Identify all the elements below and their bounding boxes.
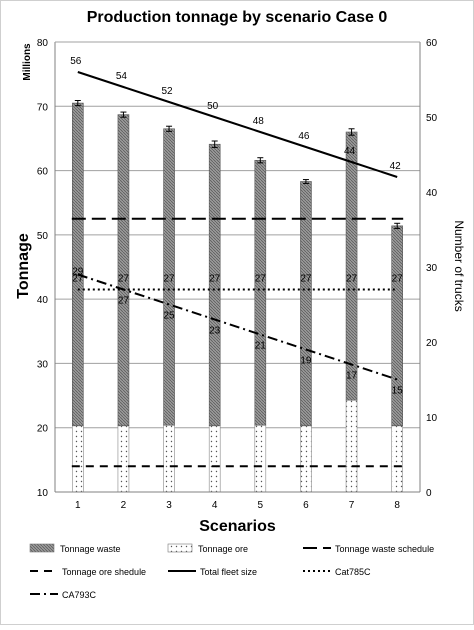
waste-bar (345, 131, 358, 401)
y-tick-label: 40 (37, 295, 49, 306)
line-data-label: 27 (255, 274, 267, 285)
y2-tick-label: 10 (426, 413, 438, 424)
x-tick-label: 5 (258, 500, 264, 511)
y-tick-label: 60 (37, 167, 49, 178)
line-data-label: 54 (116, 71, 128, 82)
line-data-label: 27 (118, 296, 130, 307)
x-tick-label: 8 (394, 500, 400, 511)
y-axis-title: Tonnage (15, 233, 32, 299)
line-data-label: 42 (390, 161, 402, 172)
line-data-label: 27 (72, 274, 84, 285)
ore-bar (163, 424, 175, 493)
y2-tick-label: 50 (426, 113, 438, 124)
line-data-label: 27 (346, 274, 358, 285)
y2-tick-label: 20 (426, 338, 438, 349)
line-data-label: 46 (298, 131, 310, 142)
y2-tick-label: 30 (426, 263, 438, 274)
line-data-label: 27 (300, 274, 312, 285)
x-tick-label: 6 (303, 500, 309, 511)
y-tick-label: 70 (37, 102, 49, 113)
legend-label: Tonnage ore (198, 544, 248, 554)
line-data-label: 19 (300, 356, 312, 367)
y-tick-label: 10 (37, 488, 49, 499)
legend-label: Tonnage waste schedule (335, 544, 434, 554)
ore-bar (208, 425, 221, 493)
x-axis-title: Scenarios (199, 518, 276, 535)
legend-label: Tonnage ore shedule (62, 567, 146, 577)
waste-bar (72, 102, 84, 427)
y2-axis-title: Number of trucks (452, 220, 466, 311)
legend-item: CA793C (30, 590, 97, 600)
chart-title: Production tonnage by scenario Case 0 (87, 9, 388, 26)
ore-bar (345, 399, 358, 493)
line-data-label: 52 (162, 86, 174, 97)
line-data-label: 17 (346, 371, 358, 382)
legend-item: Total fleet size (168, 567, 257, 577)
line-data-label: 25 (164, 311, 176, 322)
ore-bar (117, 425, 130, 493)
line-data-label: 27 (118, 274, 130, 285)
legend-swatch (167, 543, 193, 553)
ore-bar (391, 425, 403, 493)
line-data-label: 27 (164, 274, 176, 285)
waste-bar (117, 114, 130, 427)
legend-item: Tonnage waste (29, 543, 121, 554)
line-data-label: 50 (207, 101, 219, 112)
legend-item: Tonnage ore shedule (30, 567, 146, 577)
y-tick-label: 50 (37, 231, 49, 242)
ore-bar (72, 425, 84, 493)
x-tick-label: 3 (166, 500, 172, 511)
legend-item: Cat785C (303, 567, 371, 577)
x-tick-label: 7 (349, 500, 355, 511)
y2-tick-label: 60 (426, 38, 438, 49)
y-axis-unit: Millions (22, 43, 33, 81)
y-tick-label: 30 (37, 359, 49, 370)
legend-item: Tonnage waste schedule (303, 544, 434, 554)
legend-label: CA793C (62, 590, 97, 600)
waste-bar (208, 143, 221, 427)
line-data-label: 27 (209, 274, 221, 285)
line-data-label: 29 (72, 267, 84, 278)
y2-tick-label: 40 (426, 188, 438, 199)
line-series (77, 71, 398, 178)
x-tick-label: 1 (75, 500, 81, 511)
ore-bar (254, 424, 267, 493)
ore-bar (300, 425, 312, 493)
legend-swatch (29, 543, 55, 553)
line-data-label: 27 (392, 274, 404, 285)
legend-label: Tonnage waste (60, 544, 121, 554)
legend-label: Cat785C (335, 567, 371, 577)
line-data-label: 56 (70, 56, 82, 67)
x-tick-label: 2 (121, 500, 127, 511)
y-tick-label: 80 (37, 38, 49, 49)
y-tick-label: 20 (37, 424, 49, 435)
line-series (77, 273, 398, 381)
waste-bar (254, 159, 267, 426)
legend-label: Total fleet size (200, 567, 257, 577)
legend-item: Tonnage ore (167, 543, 248, 554)
line-data-label: 21 (255, 341, 267, 352)
x-tick-label: 4 (212, 500, 218, 511)
line-data-label: 15 (392, 386, 404, 397)
line-data-label: 48 (253, 116, 265, 127)
line-data-label: 23 (209, 326, 221, 337)
y2-tick-label: 0 (426, 488, 432, 499)
line-data-label: 44 (344, 146, 356, 157)
